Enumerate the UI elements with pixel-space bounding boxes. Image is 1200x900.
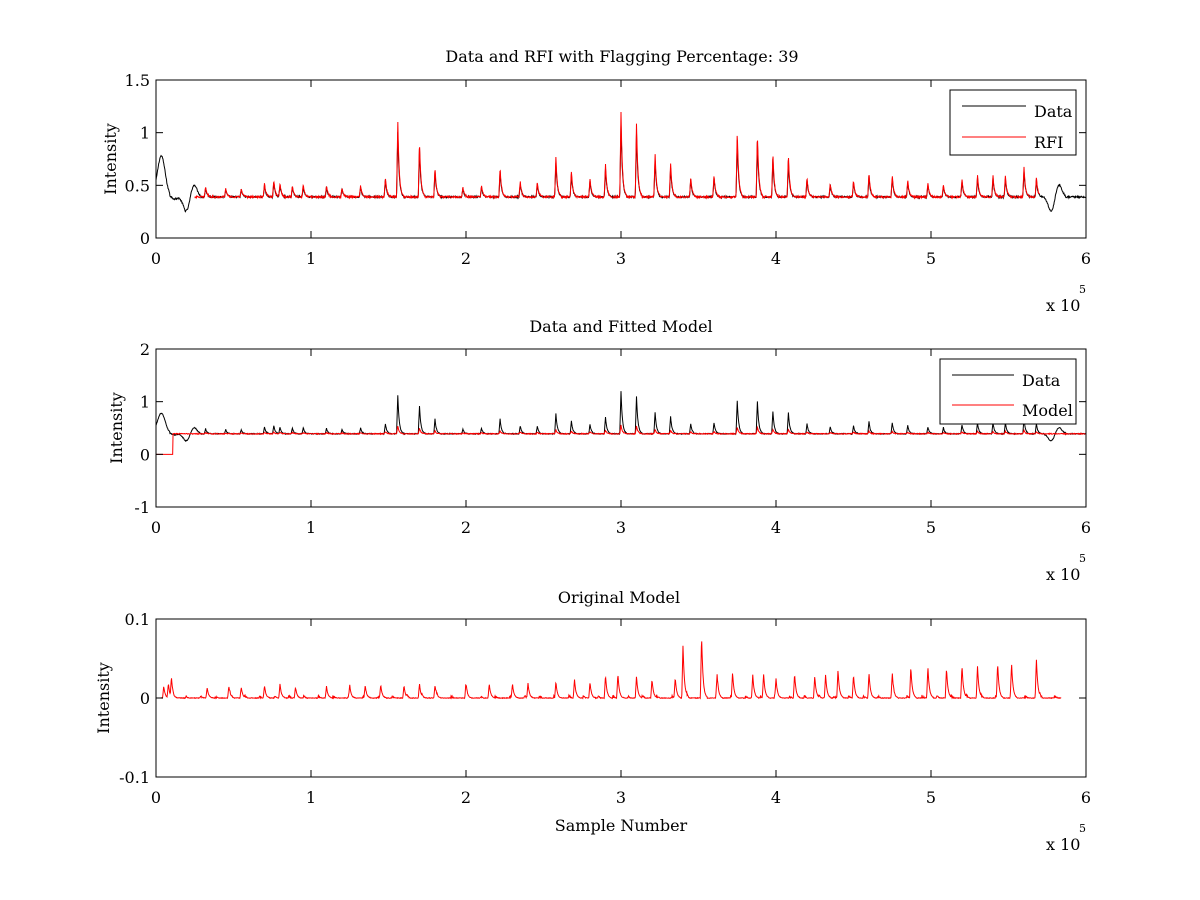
- panel-2-legend-label-data: Data: [1022, 371, 1061, 390]
- panel-1-exponent-base: x 10: [1046, 296, 1080, 315]
- panel-1-ytick-label: 0.5: [125, 176, 150, 195]
- panel-1-xtick-label: 1: [306, 249, 316, 268]
- panel-2-ytick-label: 1: [140, 393, 150, 412]
- panel-3-xtick-label: 0: [151, 788, 161, 807]
- panel-3-ticks: 0 1 2 3 4 5 6-0.100.1: [119, 610, 1091, 807]
- panel-3-xtick-label: 5: [926, 788, 936, 807]
- panel-3-xtick-label: 1: [306, 788, 316, 807]
- panel-1-rfi: Data and RFI with Flagging Percentage: 3…: [101, 47, 1091, 315]
- panel-1-xtick-label: 2: [461, 249, 471, 268]
- panel-2-series: [156, 391, 1086, 455]
- panel-2-xtick-label: 6: [1081, 518, 1091, 537]
- panel-2-xtick-label: 0: [151, 518, 161, 537]
- panel-1-ytick-label: 1: [140, 124, 150, 143]
- panel-1-title: Data and RFI with Flagging Percentage: 3…: [445, 47, 798, 66]
- panel-2-xtick-label: 4: [771, 518, 781, 537]
- panel-1-xtick-label: 3: [616, 249, 626, 268]
- panel-2-xtick-label: 5: [926, 518, 936, 537]
- panel-1-exponent-power: 5: [1079, 283, 1086, 296]
- panel-3-ylabel: Intensity: [94, 662, 113, 734]
- panel-2-legend-label-model: Model: [1022, 401, 1073, 420]
- panel-3-ytick-label: 0.1: [125, 610, 150, 629]
- panel-1-legend-box: [949, 89, 1077, 156]
- panel-3-title: Original Model: [558, 588, 680, 607]
- panel-2-ytick-label: 2: [140, 340, 150, 359]
- panel-2-ylabel: Intensity: [107, 392, 126, 464]
- panel-2-exponent-power: 5: [1079, 552, 1086, 565]
- panel-3-xtick-label: 6: [1081, 788, 1091, 807]
- panel-1-xtick-label: 6: [1081, 249, 1091, 268]
- panel-1-ticks: 0 1 2 3 4 5 6 0 0.5 1 1.5: [125, 71, 1092, 268]
- panel-2-xtick-label: 1: [306, 518, 316, 537]
- panel-3-original-model: Original Model Intensity 0 1 2 3 4 5 6-0.100.1…: [94, 588, 1091, 854]
- panel-3-xtick-label: 4: [771, 788, 781, 807]
- panel-3-exponent-base: x 10: [1046, 835, 1080, 854]
- panel-3-series: [160, 641, 1062, 700]
- panel-2-x-exponent: x 10 5: [1046, 552, 1086, 584]
- panel-2-ytick-label: -1: [134, 498, 150, 517]
- panel-1-legend-label-data: Data: [1034, 102, 1073, 121]
- panel-3-exponent-power: 5: [1079, 822, 1086, 835]
- panel-2-exponent-base: x 10: [1046, 565, 1080, 584]
- panel-2-legend: Data Model: [939, 358, 1077, 425]
- panel-3-line-model: [160, 641, 1062, 700]
- panel-1-legend: Data RFI: [949, 89, 1077, 156]
- panel-2-xtick-label: 3: [616, 518, 626, 537]
- panel-1-line-rfi: [194, 111, 1040, 200]
- panel-1-legend-label-rfi: RFI: [1034, 133, 1063, 152]
- panel-3-xtick-label: 3: [616, 788, 626, 807]
- panel-3-x-exponent: x 10 5: [1046, 822, 1086, 854]
- panel-1-xtick-label: 4: [771, 249, 781, 268]
- panel-1-ytick-label: 0: [140, 229, 150, 248]
- panel-2-legend-box: [939, 358, 1077, 425]
- panel-2-xtick-label: 2: [461, 518, 471, 537]
- panel-3-xlabel: Sample Number: [555, 816, 688, 835]
- panel-3-ytick-label: -0.1: [119, 768, 150, 787]
- panel-1-ylabel: Intensity: [101, 123, 120, 195]
- panel-3-ytick-label: 0: [140, 689, 150, 708]
- panel-1-ytick-label: 1.5: [125, 71, 150, 90]
- panel-2-title: Data and Fitted Model: [529, 317, 712, 336]
- panel-1-xtick-label: 0: [151, 249, 161, 268]
- panel-1-series: [156, 111, 1086, 213]
- panel-1-xtick-label: 5: [926, 249, 936, 268]
- panel-2-line-model: [156, 424, 1086, 455]
- panel-1-x-exponent: x 10 5: [1046, 283, 1086, 315]
- panel-2-model: Data and Fitted Model Intensity 0 1 2 3 4 5 6 -…: [107, 317, 1091, 584]
- panel-3-xtick-label: 2: [461, 788, 471, 807]
- panel-2-ytick-label: 0: [140, 445, 150, 464]
